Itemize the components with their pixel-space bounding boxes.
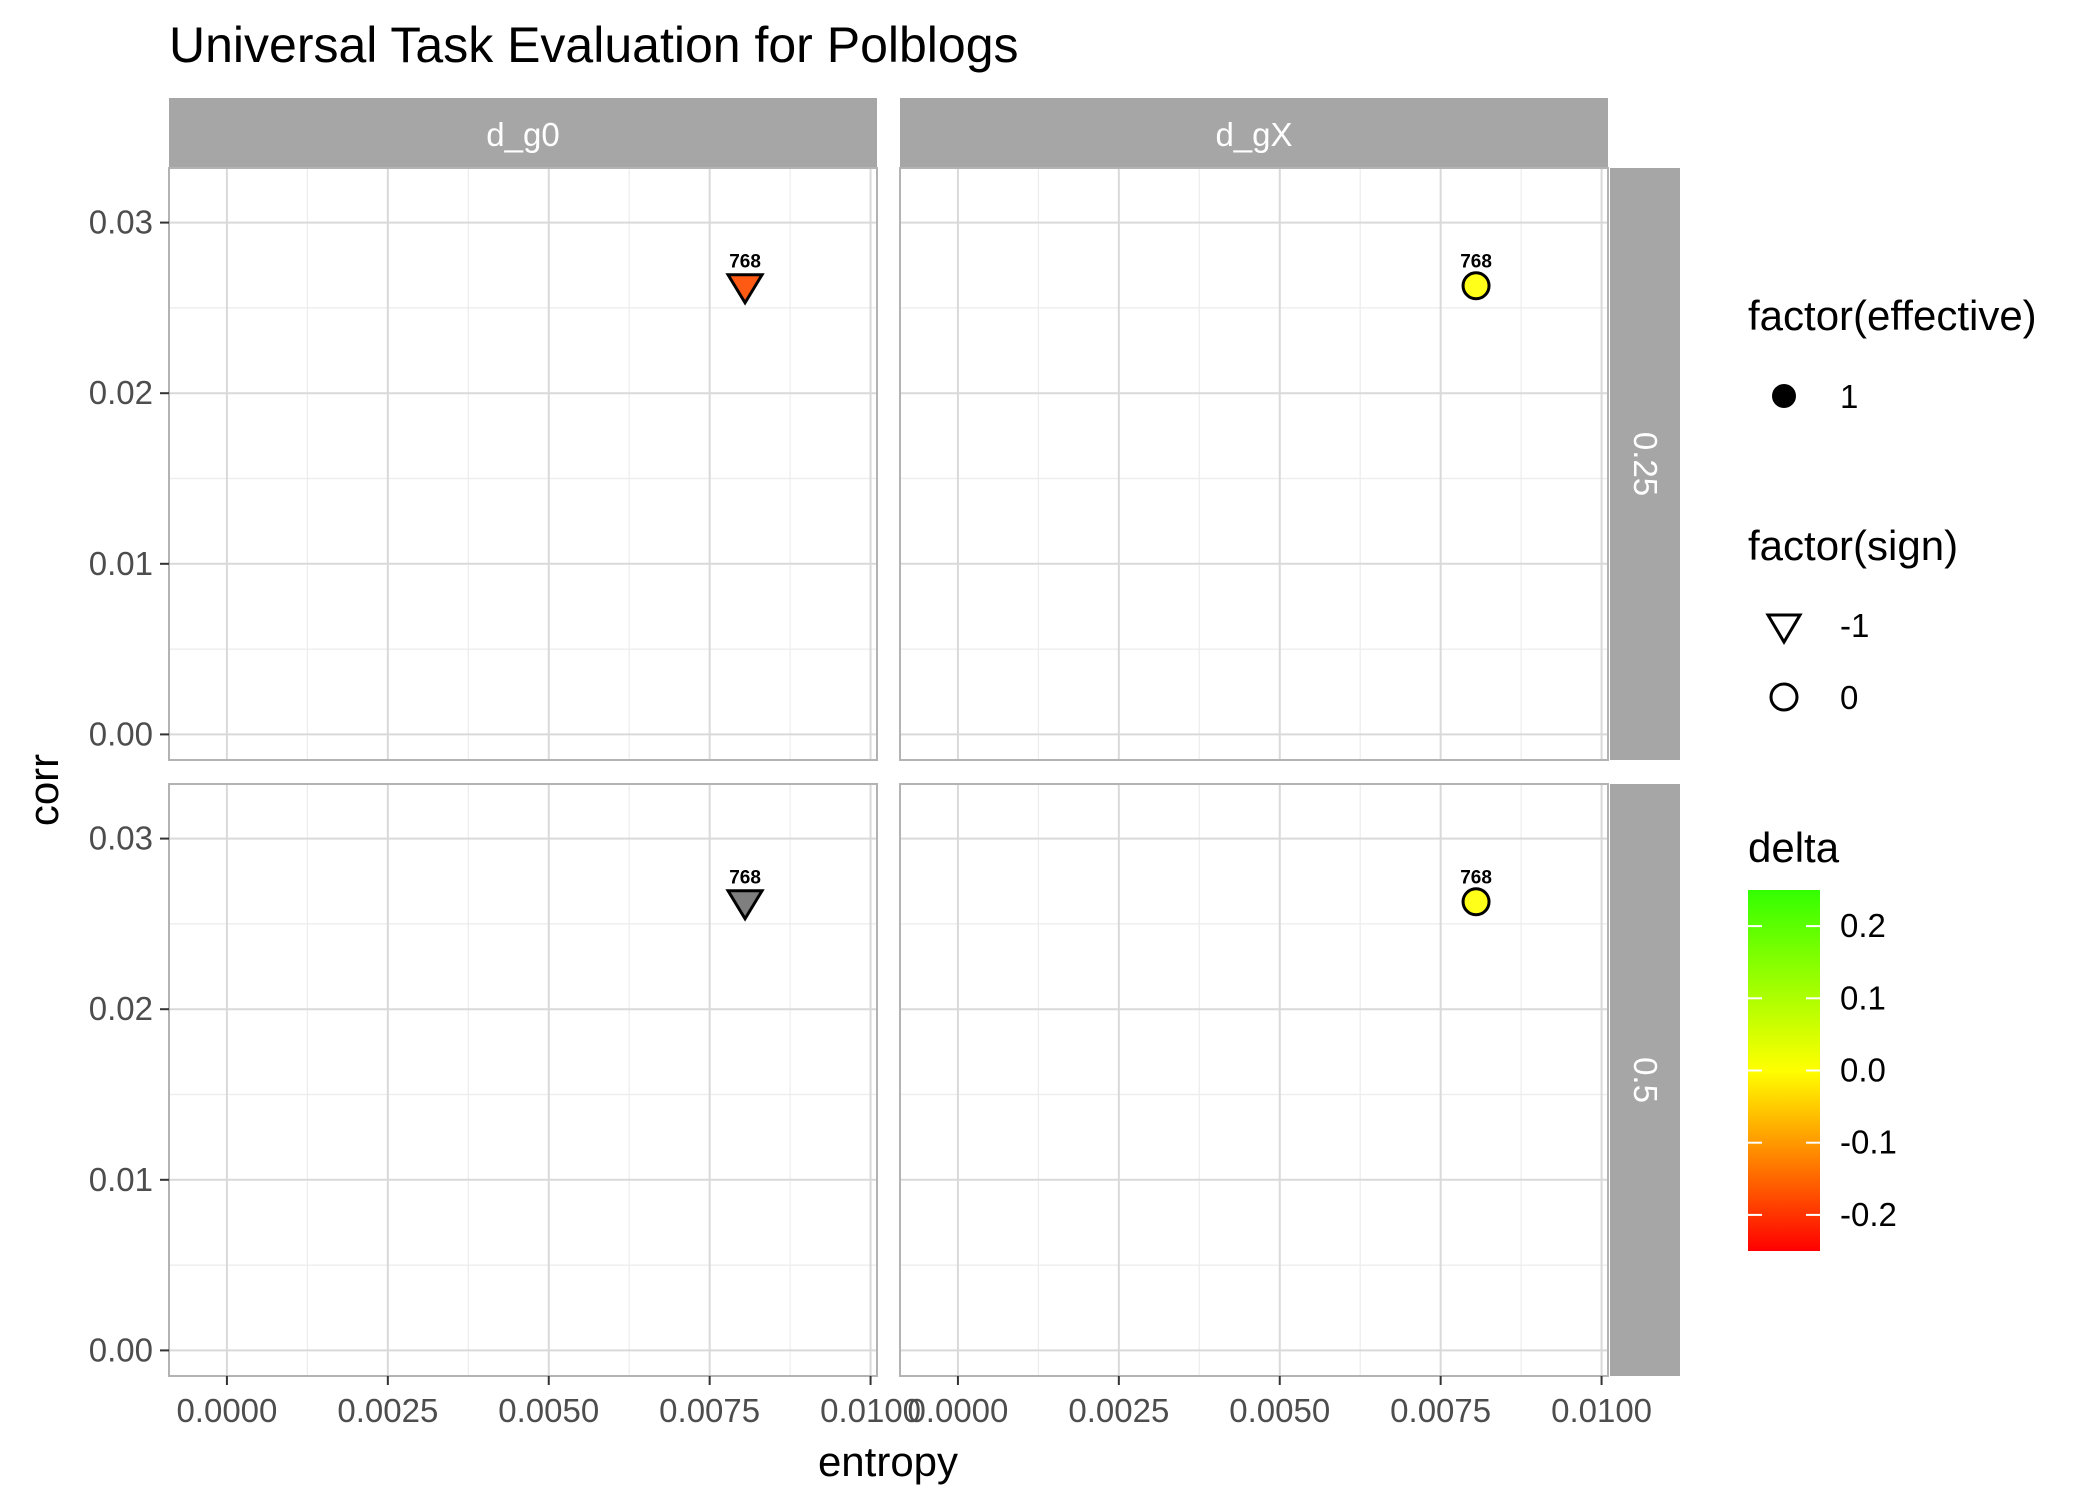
legend: factor(effective) 1 factor(sign) -1 0 de…: [1748, 292, 2037, 1251]
data-point-label: 768: [1460, 868, 1492, 889]
data-point-label: 768: [729, 868, 761, 889]
panel-d_gX-0.25: 768: [899, 167, 1609, 761]
facet-panels: d_g0 d_gX 0.25 0.5 768 768 768 768: [168, 98, 1680, 1377]
y-tick-label: 0.01: [89, 1161, 153, 1198]
panel-border: [168, 783, 878, 1377]
facet-strip-row: [1610, 784, 1680, 1376]
x-tick-label: 0.0000: [176, 1392, 277, 1429]
panel-background: [900, 784, 1608, 1376]
x-tick-label: 0.0100: [1551, 1392, 1652, 1429]
chart-title: Universal Task Evaluation for Polblogs: [169, 17, 1019, 73]
data-point-label: 768: [1460, 252, 1492, 273]
axes: 0.000.010.020.030.000.010.020.030.0000 0.…: [89, 204, 1652, 1429]
y-tick-label: 0.01: [89, 545, 153, 582]
facet-strip-row-label: 0.25: [1627, 432, 1664, 496]
facet-strip-col: [169, 98, 877, 168]
delta-tick-label: -0.1: [1840, 1124, 1897, 1161]
legend-effective-title: factor(effective): [1748, 292, 2037, 339]
legend-effective-key: [1772, 384, 1796, 408]
delta-tick-label: -0.2: [1840, 1196, 1897, 1233]
facet-strip-col-label: d_gX: [1215, 116, 1292, 153]
legend-sign-key-circle: [1769, 682, 1799, 712]
y-tick-label: 0.03: [89, 820, 153, 857]
panel-background: [900, 168, 1608, 760]
legend-effective-label: 1: [1840, 378, 1858, 415]
panel-background: [169, 784, 877, 1376]
panel-background: [169, 168, 877, 760]
data-point-label: 768: [729, 252, 761, 273]
y-tick-label: 0.03: [89, 204, 153, 241]
x-tick-label: 0.0025: [1068, 1392, 1169, 1429]
legend-delta-title: delta: [1748, 824, 1840, 871]
y-tick-label: 0.02: [89, 374, 153, 411]
facet-strip-col-label: d_g0: [486, 116, 559, 153]
x-tick-label: 0.0000: [907, 1392, 1008, 1429]
x-tick-label: 0.0075: [659, 1392, 760, 1429]
facet-strip-row: [1610, 168, 1680, 760]
delta-tick-label: 0.0: [1840, 1052, 1886, 1089]
x-tick-label: 0.0050: [1229, 1392, 1330, 1429]
delta-tick-label: 0.1: [1840, 979, 1886, 1016]
y-tick-label: 0.02: [89, 990, 153, 1027]
x-axis-title: entropy: [818, 1438, 958, 1485]
data-point-circle: [1461, 887, 1491, 917]
y-tick-label: 0.00: [89, 715, 153, 752]
x-tick-label: 0.0050: [498, 1392, 599, 1429]
panel-d_gX-0.5: 768: [899, 783, 1609, 1377]
data-point-circle: [1461, 271, 1491, 301]
data-point-triangle: [725, 889, 765, 922]
panel-border: [899, 783, 1609, 1377]
legend-delta-ticks: 0.2 0.1 0.0 -0.1 -0.2: [1748, 907, 1897, 1233]
x-tick-label: 0.0100: [820, 1392, 921, 1429]
x-tick-label: 0.0075: [1390, 1392, 1491, 1429]
legend-sign-label-neg1: -1: [1840, 607, 1869, 644]
panel-border: [899, 167, 1609, 761]
panel-d_g0-0.25: 768: [168, 167, 878, 761]
facet-strip-col: [900, 98, 1608, 168]
data-point-triangle: [725, 273, 765, 306]
y-tick-label: 0.00: [89, 1331, 153, 1368]
legend-sign-label-0: 0: [1840, 679, 1858, 716]
legend-sign-key-triangle: [1765, 613, 1803, 645]
panel-border: [168, 167, 878, 761]
y-axis-title: corr: [20, 754, 67, 826]
delta-tick-label: 0.2: [1840, 907, 1886, 944]
facet-strip-row-label: 0.5: [1627, 1057, 1664, 1103]
x-tick-label: 0.0025: [337, 1392, 438, 1429]
panel-d_g0-0.5: 768: [168, 783, 878, 1377]
legend-sign-title: factor(sign): [1748, 522, 1958, 569]
